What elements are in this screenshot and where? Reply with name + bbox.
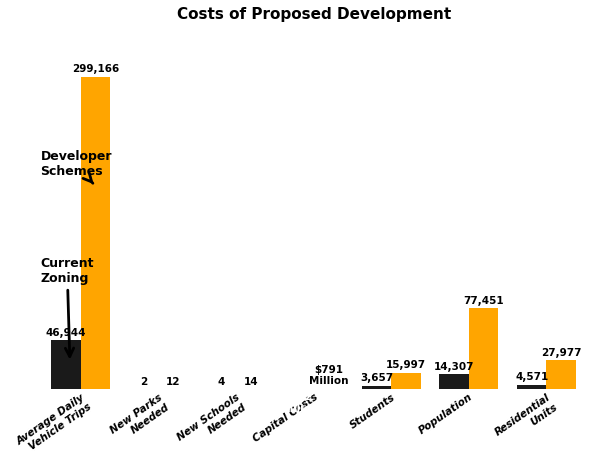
Bar bbox=[362, 386, 391, 389]
Text: 299,166: 299,166 bbox=[72, 64, 119, 75]
Text: 14: 14 bbox=[244, 377, 258, 387]
Text: 15,997: 15,997 bbox=[386, 360, 426, 370]
Bar bbox=[314, 388, 343, 389]
Text: 4: 4 bbox=[218, 377, 225, 387]
Bar bbox=[469, 308, 499, 389]
Text: 14,307: 14,307 bbox=[434, 362, 475, 372]
Text: Developer
Schemes: Developer Schemes bbox=[40, 150, 112, 183]
Title: Costs of Proposed Development: Costs of Proposed Development bbox=[176, 7, 451, 22]
Bar bbox=[52, 340, 81, 389]
Bar bbox=[547, 360, 576, 389]
Bar bbox=[517, 385, 547, 389]
Bar bbox=[391, 373, 421, 389]
Text: 2: 2 bbox=[140, 377, 147, 387]
Text: 27,977: 27,977 bbox=[541, 348, 581, 357]
Text: 12: 12 bbox=[166, 377, 181, 387]
Text: 46,944: 46,944 bbox=[46, 328, 86, 338]
Text: 4,571: 4,571 bbox=[515, 372, 548, 382]
Text: $791
Million: $791 Million bbox=[308, 365, 348, 386]
Text: 77,451: 77,451 bbox=[463, 296, 504, 306]
Bar bbox=[439, 375, 469, 389]
Text: 3,657: 3,657 bbox=[360, 373, 393, 383]
Text: $172
Million: $172 Million bbox=[280, 392, 317, 414]
Bar bbox=[81, 77, 110, 389]
Text: Current
Zoning: Current Zoning bbox=[40, 257, 94, 357]
